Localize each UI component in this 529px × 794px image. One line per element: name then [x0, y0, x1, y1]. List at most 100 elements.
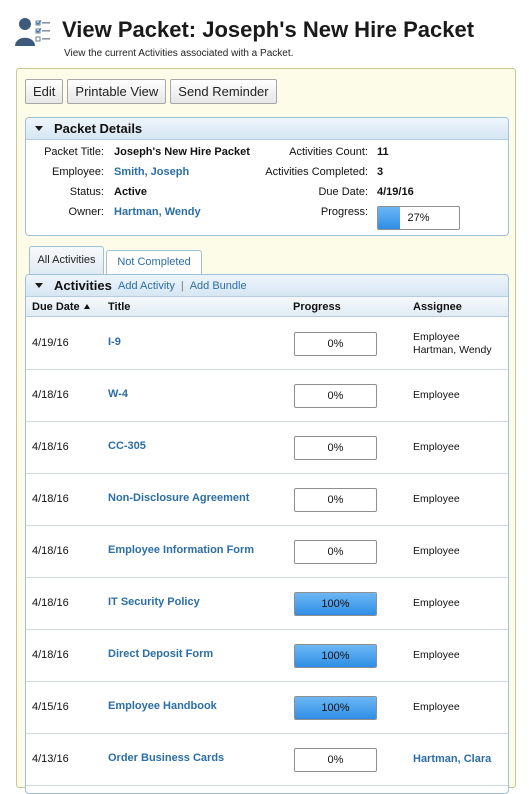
table-row: 4/18/16 IT Security Policy 100% Employee — [26, 578, 508, 630]
row-progress-text: 100% — [321, 598, 350, 610]
progress-label: Progress: — [320, 206, 368, 218]
employee-label: Employee: — [52, 166, 104, 178]
toolbar: Edit Printable View Send Reminder — [25, 79, 277, 105]
row-assignee-link[interactable]: Hartman, Clara — [413, 753, 491, 766]
row-title-link[interactable]: IT Security Policy — [108, 596, 200, 608]
row-progress-bar: 0% — [294, 540, 377, 564]
table-row: 4/15/16 Employee Handbook 100% Employee — [26, 682, 508, 734]
row-assignee: Employee — [413, 441, 460, 454]
row-progress-bar: 0% — [294, 748, 377, 772]
due-date-value: 4/19/16 — [377, 186, 414, 198]
activities-column-header: Due Date Title Progress Assignee — [26, 297, 508, 317]
activities-header[interactable]: Activities Add Activity | Add Bundle — [26, 275, 508, 297]
assignee-name: Employee — [413, 545, 460, 557]
add-activity-link[interactable]: Add Activity — [118, 280, 175, 292]
row-title-link[interactable]: W-4 — [108, 388, 128, 400]
assignee-name-secondary: Hartman, Wendy — [413, 344, 492, 356]
row-title-link[interactable]: Employee Information Form — [108, 544, 255, 556]
collapse-triangle-icon[interactable] — [35, 283, 43, 288]
row-progress-bar: 100% — [294, 696, 377, 720]
column-due-date-label: Due Date — [32, 301, 80, 313]
add-bundle-link[interactable]: Add Bundle — [189, 280, 247, 292]
activities-count-value: 11 — [377, 146, 389, 158]
printable-view-button[interactable]: Printable View — [67, 79, 167, 104]
edit-button[interactable]: Edit — [25, 79, 64, 104]
row-due-date: 4/18/16 — [32, 597, 69, 609]
row-assignee: Employee — [413, 597, 460, 610]
assignee-name: Employee — [413, 493, 460, 505]
row-assignee: Employee Hartman, Wendy — [413, 331, 492, 357]
packet-progress-text: 27% — [407, 212, 430, 224]
assignee-name: Employee — [413, 331, 460, 343]
row-progress-text: 0% — [327, 754, 344, 766]
row-progress-text: 0% — [327, 390, 344, 402]
row-progress-text: 100% — [321, 650, 350, 662]
assignee-name: Employee — [413, 597, 460, 609]
activities-completed-value: 3 — [377, 166, 384, 178]
tab-all-activities[interactable]: All Activities — [29, 246, 104, 276]
row-assignee: Employee — [413, 545, 460, 558]
table-row: 4/18/16 Employee Information Form 0% Employ… — [26, 526, 508, 578]
assignee-name[interactable]: Hartman, Clara — [413, 753, 492, 765]
row-progress-bar: 0% — [294, 488, 377, 512]
row-progress-text: 0% — [327, 494, 344, 506]
row-progress-fill — [295, 645, 376, 667]
activity-actions: Add Activity | Add Bundle — [118, 280, 247, 292]
activities-count-label: Activities Count: — [289, 146, 368, 158]
column-due-date[interactable]: Due Date — [32, 301, 90, 313]
row-assignee: Employee — [413, 649, 460, 662]
row-progress-text: 0% — [327, 546, 344, 558]
assignee-name: Employee — [413, 701, 460, 713]
assignee-name: Employee — [413, 649, 460, 661]
column-title[interactable]: Title — [108, 301, 131, 313]
packet-progress-bar: 27% — [377, 206, 460, 230]
packet-progress-fill — [378, 207, 400, 229]
row-title-link[interactable]: CC-305 — [108, 440, 146, 452]
table-row: 4/18/16 CC-305 0% Employee — [26, 422, 508, 474]
owner-link[interactable]: Hartman, Wendy — [114, 206, 201, 218]
row-progress-fill — [295, 697, 376, 719]
tab-not-completed[interactable]: Not Completed — [106, 250, 202, 274]
packet-details-section: Packet Details Packet Title: Joseph's Ne… — [25, 117, 509, 236]
row-assignee: Employee — [413, 493, 460, 506]
table-row: 4/19/16 I-9 0% Employee Hartman, Wendy — [26, 318, 508, 370]
sort-ascending-icon — [83, 304, 90, 309]
page-header: View Packet: Joseph's New Hire Packet Vi… — [0, 0, 529, 66]
row-due-date: 4/13/16 — [32, 753, 69, 765]
column-progress[interactable]: Progress — [293, 301, 341, 313]
row-title-link[interactable]: I-9 — [108, 336, 121, 348]
packet-details-header[interactable]: Packet Details — [26, 118, 508, 140]
row-assignee: Employee — [413, 701, 460, 714]
packet-title-label: Packet Title: — [44, 146, 104, 158]
column-assignee[interactable]: Assignee — [413, 301, 462, 313]
user-checklist-icon — [15, 18, 50, 46]
page-title: View Packet: Joseph's New Hire Packet — [62, 17, 475, 42]
assignee-name: Employee — [413, 389, 460, 401]
row-title-link[interactable]: Order Business Cards — [108, 752, 225, 764]
activities-section: Activities Add Activity | Add Bundle Due D… — [25, 274, 509, 794]
row-progress-bar: 100% — [294, 592, 377, 616]
row-due-date: 4/18/16 — [32, 441, 69, 453]
employee-link[interactable]: Smith, Joseph — [114, 166, 190, 178]
row-progress-bar: 0% — [294, 332, 377, 356]
row-due-date: 4/15/16 — [32, 701, 69, 713]
row-progress-bar: 100% — [294, 644, 377, 668]
activities-title: Activities — [54, 278, 112, 293]
assignee-name: Employee — [413, 441, 460, 453]
row-title-link[interactable]: Direct Deposit Form — [108, 648, 214, 660]
row-due-date: 4/18/16 — [32, 389, 69, 401]
activities-completed-label: Activities Completed: — [265, 166, 368, 178]
collapse-triangle-icon[interactable] — [35, 126, 43, 131]
row-progress-bar: 0% — [294, 384, 377, 408]
row-title-link[interactable]: Non-Disclosure Agreement — [108, 492, 250, 504]
row-title-link[interactable]: Employee Handbook — [108, 700, 217, 712]
table-row: 4/13/16 Order Business Cards 0% Hartman, Cl… — [26, 734, 508, 786]
status-label: Status: — [69, 186, 104, 198]
status-value: Active — [114, 186, 148, 198]
row-progress-text: 0% — [327, 338, 344, 350]
row-progress-text: 100% — [321, 702, 350, 714]
link-separator: | — [180, 280, 184, 292]
row-progress-text: 0% — [327, 442, 344, 454]
send-reminder-button[interactable]: Send Reminder — [170, 79, 277, 104]
row-progress-bar: 0% — [294, 436, 377, 460]
